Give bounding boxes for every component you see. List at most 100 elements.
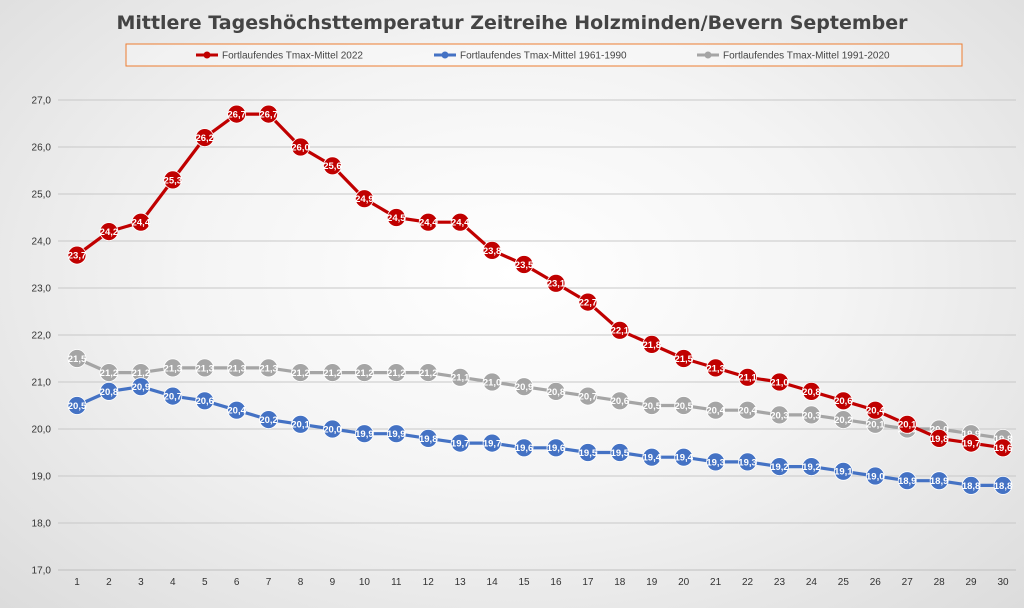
data-label: 20,1 [291,420,310,431]
data-label: 20,3 [802,410,821,421]
data-point [865,466,885,486]
data-point [865,400,885,420]
legend-entry: Fortlaufendes Tmax-Mittel 2022 [196,51,363,62]
data-point [897,414,917,434]
data-label: 21,2 [419,368,438,379]
y-tick-label: 20,0 [32,425,52,436]
data-label: 25,6 [323,161,342,172]
data-label: 19,4 [643,453,662,464]
data-label: 21,2 [387,368,406,379]
data-point [131,212,151,232]
data-point [802,457,821,477]
data-label: 20,1 [898,420,917,431]
data-point [929,471,949,491]
data-label: 24,4 [419,218,438,229]
x-tick-label: 19 [646,577,658,588]
y-tick-label: 27,0 [32,96,52,107]
data-point [323,419,342,439]
data-label: 18,8 [962,481,981,492]
x-tick-label: 29 [966,577,978,588]
data-label: 21,0 [483,377,502,388]
x-tick-label: 20 [678,577,690,588]
x-tick-label: 21 [710,577,722,588]
data-label: 18,8 [994,481,1013,492]
data-point [642,334,662,354]
data-point [291,414,310,434]
data-label: 22,1 [611,326,630,337]
x-tick-label: 6 [234,577,240,588]
data-label: 21,0 [770,377,789,388]
data-label: 19,1 [834,467,853,478]
data-label: 21,2 [291,368,310,379]
data-label: 21,8 [643,340,662,351]
legend-entry: Fortlaufendes Tmax-Mittel 1991-2020 [697,51,890,62]
data-label: 21,3 [164,363,183,374]
data-label: 19,3 [738,457,757,468]
data-point [642,396,662,415]
data-label: 21,2 [355,368,374,379]
x-tick-label: 30 [997,577,1009,588]
data-point [323,156,342,176]
data-label: 20,4 [866,406,885,417]
data-label: 19,6 [515,443,534,454]
legend-marker [203,51,211,59]
data-label: 20,7 [579,392,598,403]
series-line [76,357,1004,440]
legend-label: Fortlaufendes Tmax-Mittel 1961-1990 [460,51,627,62]
data-point [706,452,726,472]
data-point [195,391,215,411]
data-label: 19,6 [994,443,1013,454]
data-label: 24,9 [355,194,374,205]
data-point [802,405,821,425]
data-label: 21,2 [323,368,342,379]
data-label: 22,7 [579,298,598,309]
data-point [99,381,119,401]
data-label: 18,9 [930,476,949,487]
series-layer: 21,5 21,2 21,2 21,3 21,3 21,3 21,3 21,2 21,2 21,2… [67,104,1013,495]
data-point [259,410,278,430]
data-label: 24,4 [451,218,470,229]
data-point [323,363,342,383]
data-point [259,104,278,124]
x-tick-label: 26 [870,577,882,588]
x-tick-label: 18 [614,577,626,588]
data-label: 19,5 [579,448,598,459]
x-tick-label: 3 [138,577,144,588]
data-point [578,386,598,406]
data-point [163,170,183,190]
legend-marker [441,51,449,59]
x-axis: 1 2 3 4 5 6 7 8 9 10 11 12 13 14 15 16 17 18 19 20 21 22 23 24 2… [74,577,1009,588]
x-tick-label: 4 [170,577,176,588]
y-axis: 17,0 18,0 19,0 20,0 21,0 22,0 23,0 24,0 25,0 26,0… [32,96,52,577]
legend-box [125,43,963,67]
x-tick-label: 9 [330,577,336,588]
data-label: 24,4 [132,218,151,229]
data-point [291,137,310,157]
data-label: 20,8 [802,387,821,398]
data-label: 19,7 [962,439,981,450]
data-point [99,363,119,383]
data-point [259,358,278,378]
legend-marker [704,51,712,59]
data-point [770,457,789,477]
data-label: 21,3 [195,363,214,374]
data-label: 19,4 [674,453,693,464]
data-label: 19,9 [387,429,406,440]
x-tick-label: 13 [455,577,467,588]
y-tick-label: 26,0 [32,143,52,154]
data-point [227,400,247,420]
y-tick-label: 25,0 [32,190,52,201]
data-label: 20,6 [611,396,630,407]
data-label: 21,3 [227,363,246,374]
data-point [450,433,470,453]
y-tick-label: 24,0 [32,237,52,248]
data-label: 26,2 [195,133,214,144]
data-point [674,349,694,368]
data-point [833,461,853,481]
data-point [482,372,502,392]
data-label: 24,5 [387,213,406,224]
data-label: 23,5 [515,260,534,271]
data-point [291,363,310,383]
x-tick-label: 16 [550,577,562,588]
data-point [67,396,87,415]
